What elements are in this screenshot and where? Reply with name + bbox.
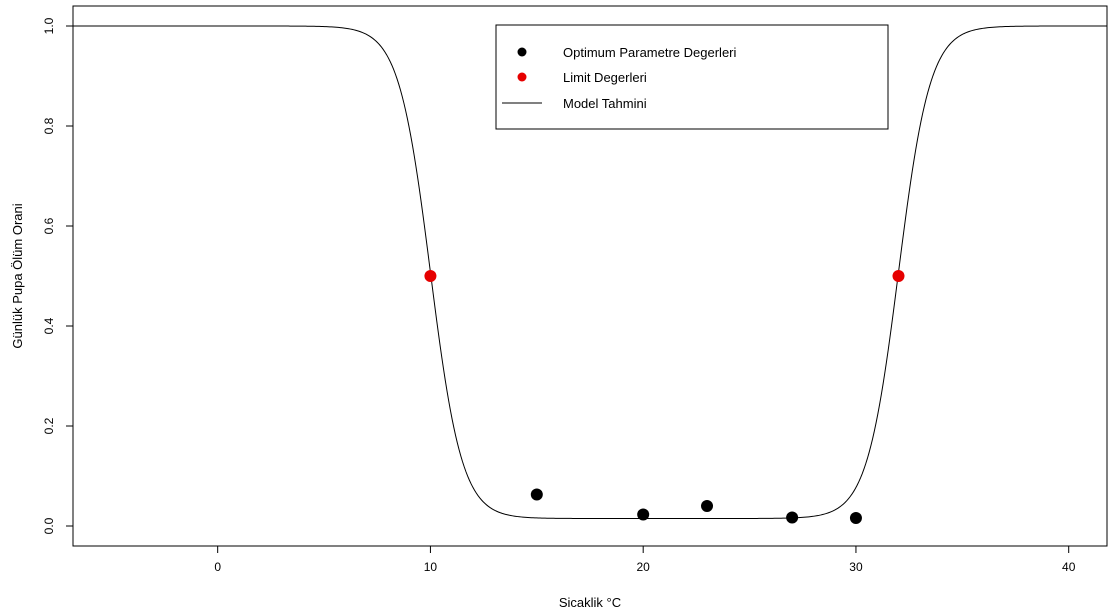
optimum-point xyxy=(530,488,543,501)
limit-point xyxy=(892,270,905,282)
legend-label-model: Model Tahmini xyxy=(563,96,647,111)
x-tick-label: 20 xyxy=(637,560,651,574)
x-tick-label: 10 xyxy=(424,560,438,574)
x-tick-label: 40 xyxy=(1062,560,1076,574)
x-tick-label: 0 xyxy=(214,560,221,574)
y-tick-label: 0.4 xyxy=(42,317,56,334)
y-axis-label: Günlük Pupa Ölüm Orani xyxy=(10,203,25,348)
y-axis: 0.0 0.2 0.4 0.6 0.8 1.0 xyxy=(42,17,73,534)
legend-box xyxy=(495,24,889,130)
legend-label-limit: Limit Degerleri xyxy=(563,70,647,85)
optimum-point xyxy=(701,500,714,512)
x-axis-label: Sicaklik °C xyxy=(559,595,621,610)
legend: Optimum Parametre Degerleri Limit Degerl… xyxy=(495,24,889,130)
model-line xyxy=(73,25,1107,519)
legend-label-optimum: Optimum Parametre Degerleri xyxy=(563,45,736,60)
y-tick-label: 0.2 xyxy=(42,417,56,434)
x-axis: 0 10 20 30 40 xyxy=(214,546,1076,574)
optimum-point xyxy=(637,508,650,521)
y-tick-label: 1.0 xyxy=(42,17,56,34)
plot-frame xyxy=(72,5,1108,547)
x-tick-label: 30 xyxy=(849,560,863,574)
limit-point xyxy=(424,270,437,282)
legend-marker-limit xyxy=(517,72,527,82)
y-tick-label: 0.8 xyxy=(42,117,56,134)
optimum-point xyxy=(849,512,862,524)
data-points xyxy=(424,270,905,524)
optimum-point xyxy=(786,511,799,524)
y-tick-label: 0.0 xyxy=(42,517,56,534)
plot-area xyxy=(72,5,1108,547)
y-tick-label: 0.6 xyxy=(42,217,56,234)
legend-marker-optimum xyxy=(517,47,527,57)
